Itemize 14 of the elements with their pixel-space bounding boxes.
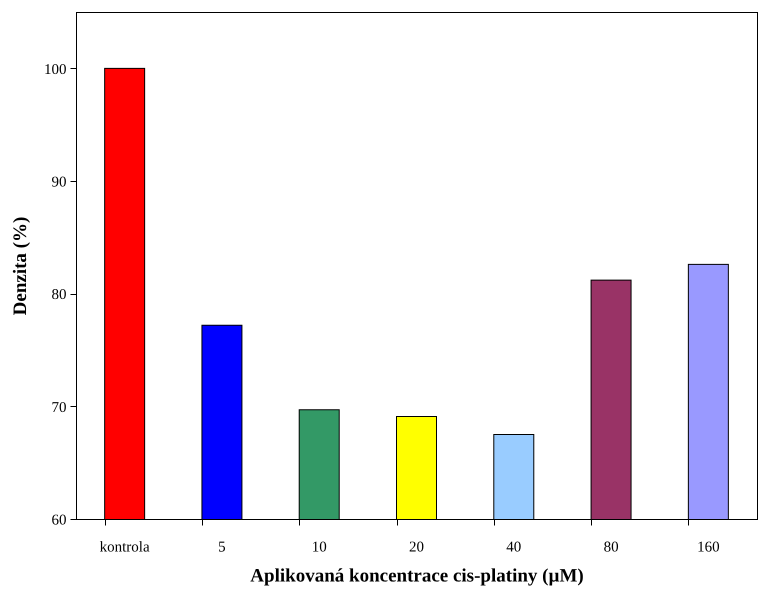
x-axis-title: Aplikovaná koncentrace cis-platiny (µM)	[250, 566, 584, 586]
x-tick-label: 10	[312, 540, 327, 556]
y-tick-label: 60	[52, 512, 66, 528]
y-tick-label: 80	[52, 287, 66, 304]
x-tick-label: 20	[409, 540, 424, 556]
y-tick-label: 100	[44, 62, 66, 78]
x-tick-label: 40	[506, 540, 522, 556]
x-tick-label: kontrola	[100, 540, 150, 556]
x-tick-label: 80	[604, 540, 619, 556]
y-tick-label: 90	[52, 174, 66, 190]
x-tick-label: 160	[697, 540, 720, 556]
y-tick-label: 70	[52, 400, 66, 416]
x-tick-label: 5	[218, 540, 226, 556]
y-axis-title: Denzita (%)	[10, 216, 31, 316]
